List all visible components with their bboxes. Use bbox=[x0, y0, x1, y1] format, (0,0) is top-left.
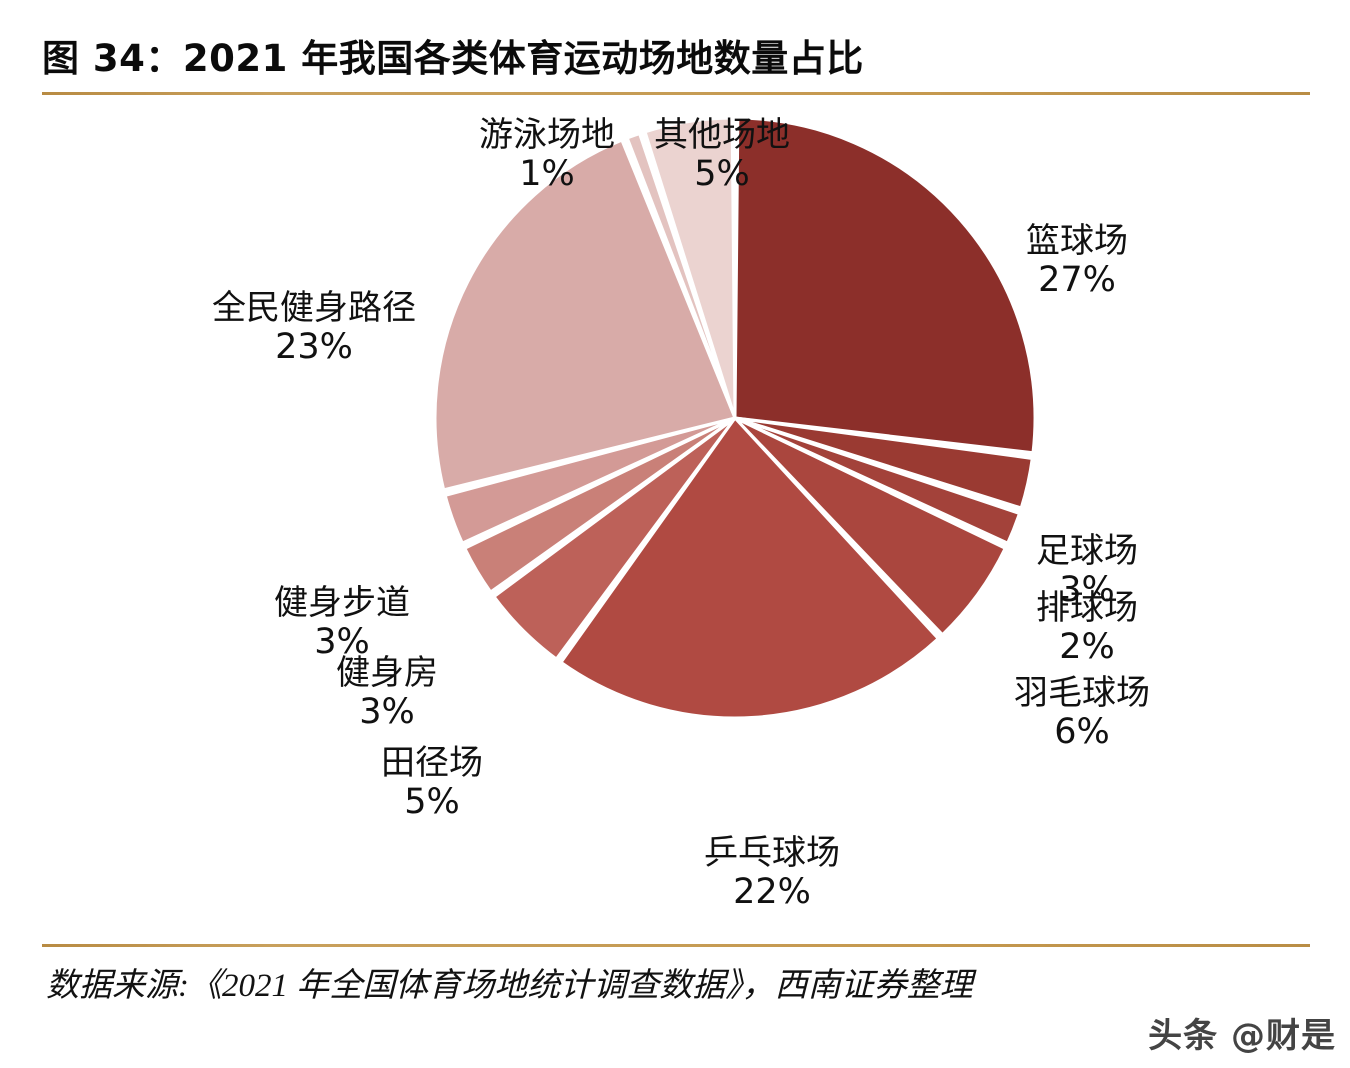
watermark: 头条 @财是 bbox=[1148, 1016, 1336, 1056]
pie-slice[interactable] bbox=[625, 132, 737, 420]
pie-slice[interactable] bbox=[492, 416, 737, 661]
pie-slice[interactable] bbox=[643, 116, 737, 420]
page-title: 图 34：2021 年我国各类体育运动场地数量占比 bbox=[42, 37, 864, 80]
pie-slice[interactable] bbox=[733, 416, 1021, 545]
pie-slice[interactable] bbox=[559, 416, 940, 720]
pie-slice[interactable] bbox=[443, 416, 737, 545]
figure-title-block: 图 34：2021 年我国各类体育运动场地数量占比 bbox=[42, 24, 1312, 86]
pie-chart-area: 篮球场 27% 足球场 3% 排球场 2% 羽毛球场 6% 乒乓球场 22% 田径场 5% 健身房 3% 健… bbox=[42, 96, 1310, 941]
pie-slice-group bbox=[433, 116, 1037, 720]
pie-slice[interactable] bbox=[433, 138, 737, 492]
pie-slice[interactable] bbox=[463, 416, 737, 594]
pie-chart-svg bbox=[433, 116, 1037, 720]
source-note: 数据来源:《2021 年全国体育场地统计调查数据》，西南证券整理 bbox=[46, 968, 973, 1004]
pie-slice[interactable] bbox=[733, 416, 1034, 510]
source-divider-rule bbox=[42, 944, 1310, 947]
pie-slice[interactable] bbox=[733, 416, 1007, 637]
pie-slice[interactable] bbox=[733, 116, 1037, 455]
title-divider-rule bbox=[42, 92, 1310, 95]
